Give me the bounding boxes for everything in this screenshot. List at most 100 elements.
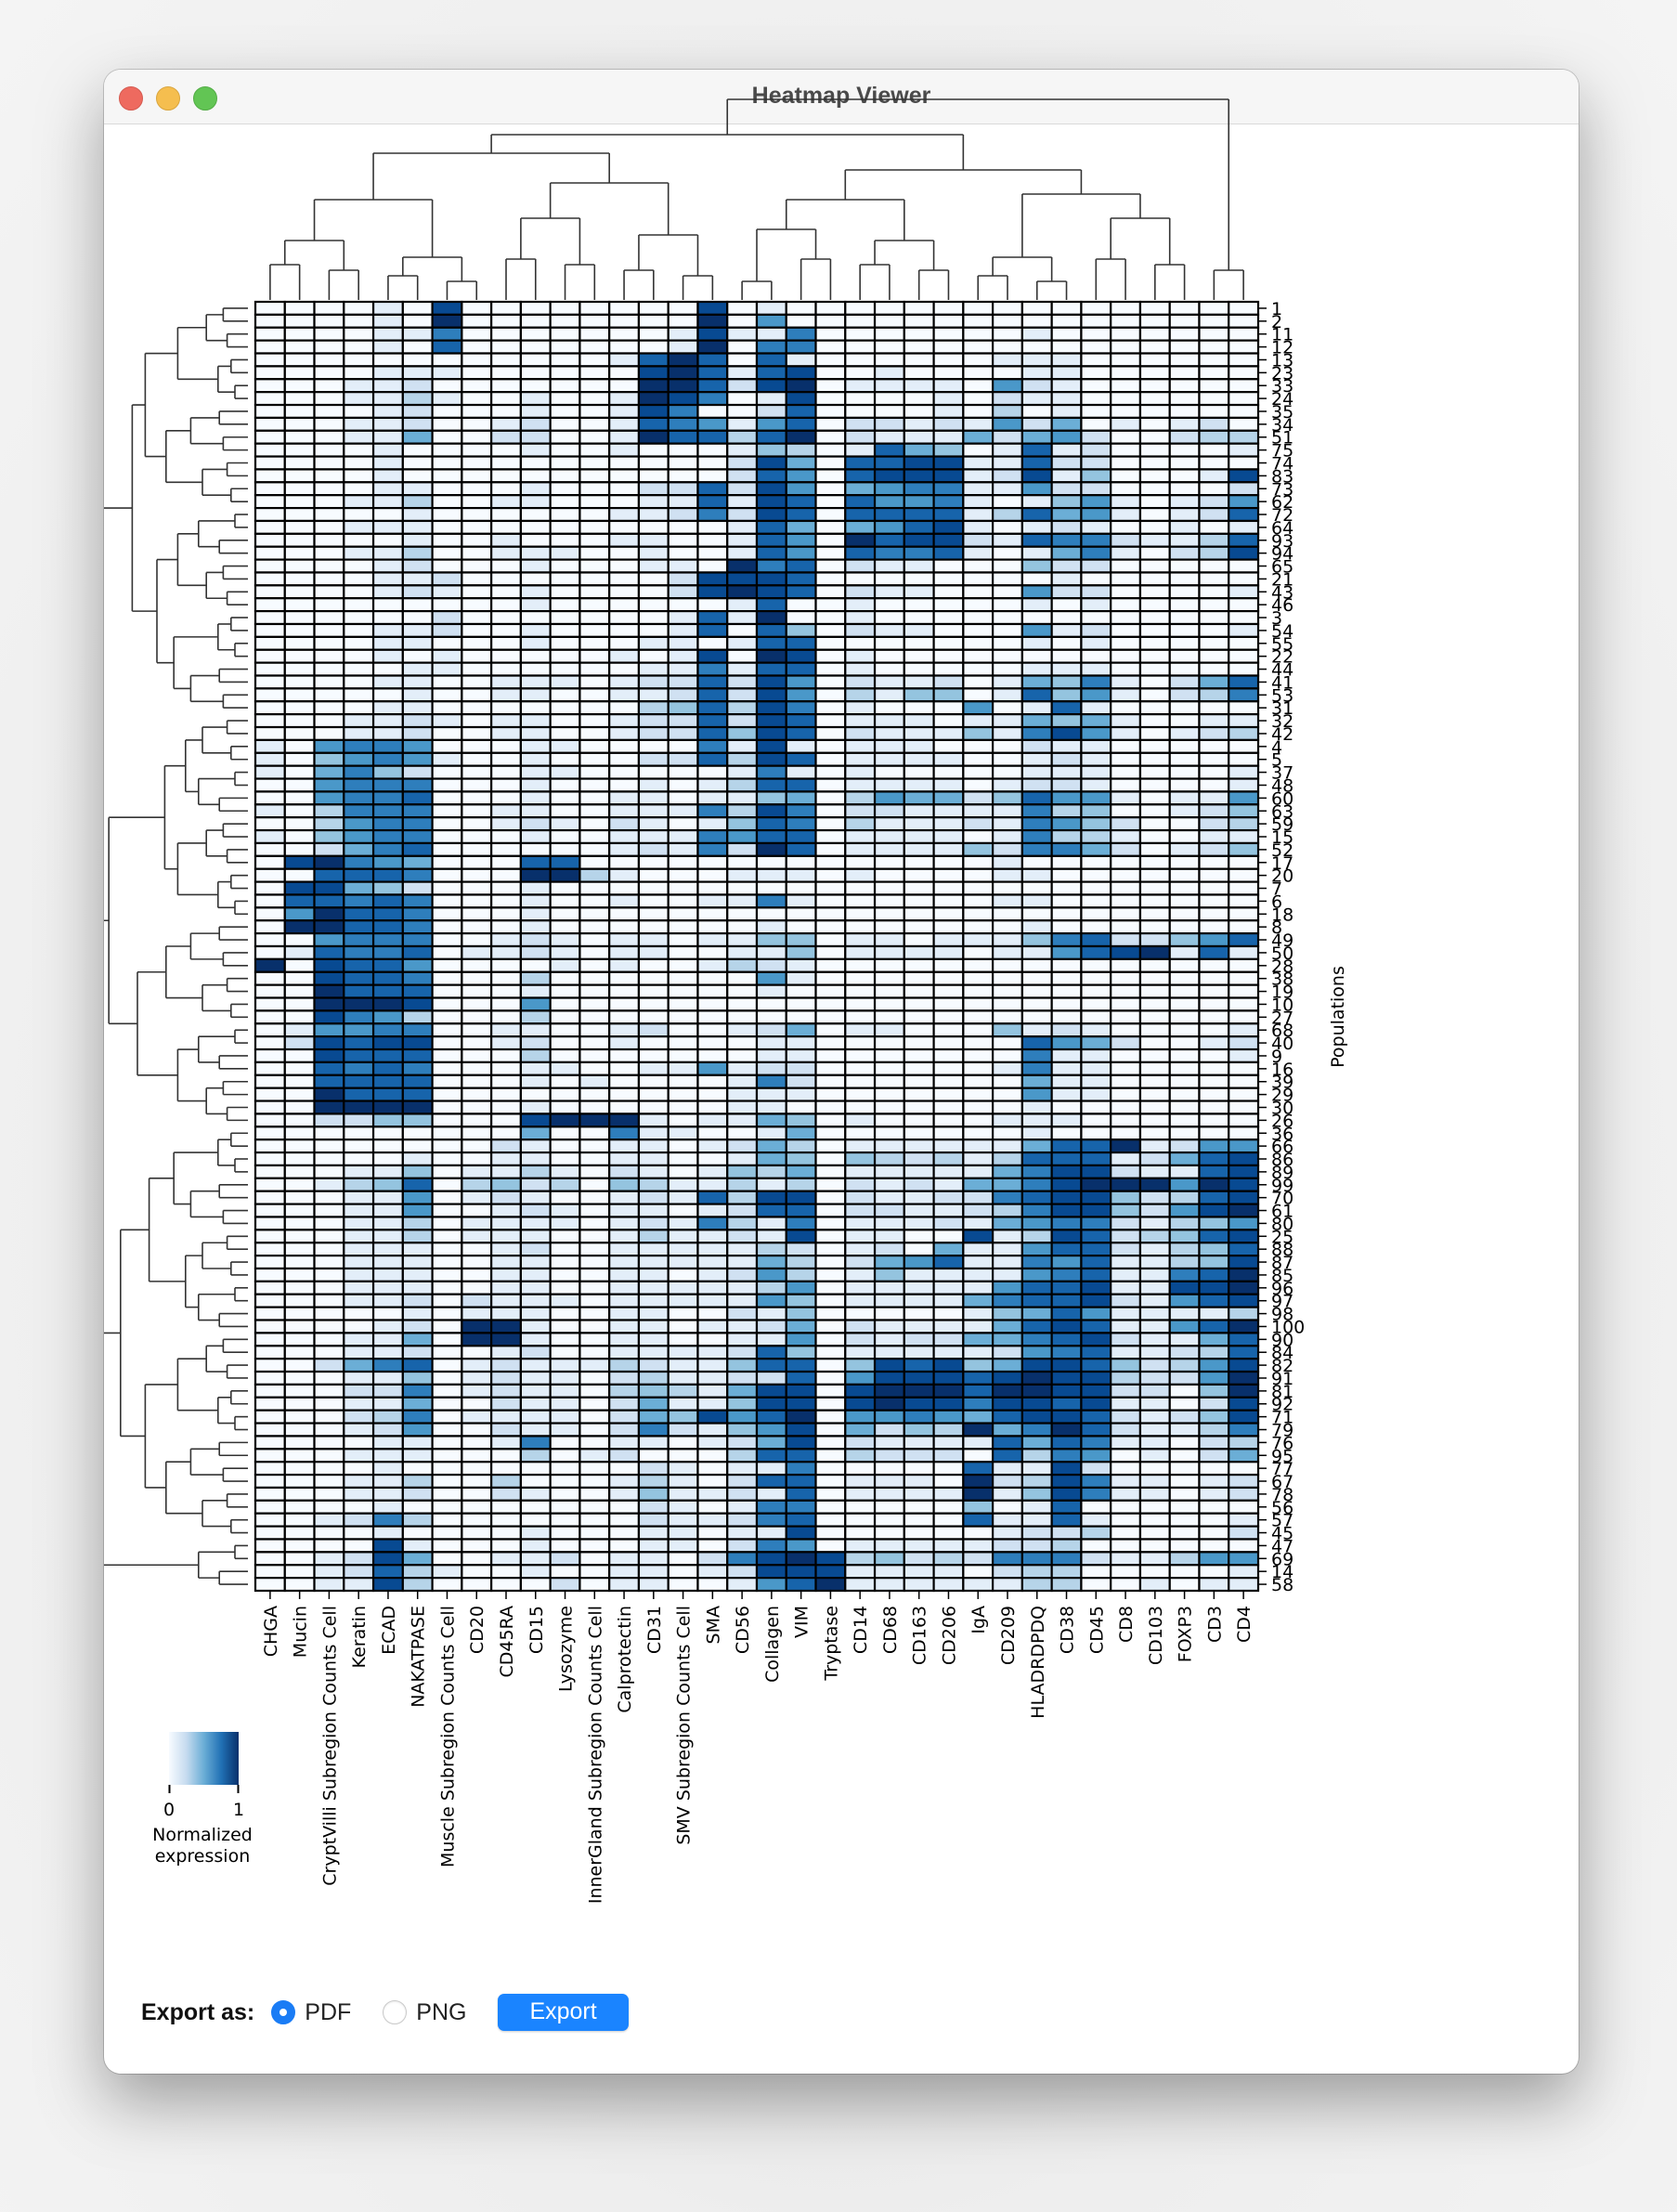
heatmap-cell: [726, 983, 759, 999]
radio-unselected-icon[interactable]: [383, 2000, 408, 2024]
row-label: 95: [1271, 1446, 1294, 1466]
heatmap-cell: [755, 687, 787, 703]
heatmap-cell: [461, 1177, 493, 1192]
heatmap-cell: [1228, 455, 1260, 471]
row-label: 77: [1271, 1459, 1294, 1479]
column-label: Calprotectin: [615, 1606, 635, 1713]
heatmap-cell: [283, 944, 316, 960]
heatmap-cell: [578, 1512, 611, 1528]
heatmap-cell: [992, 790, 1023, 806]
heatmap-cell: [903, 506, 935, 523]
heatmap-cell: [755, 738, 787, 754]
heatmap-cell: [490, 867, 522, 883]
heatmap-cell: [1198, 970, 1230, 986]
row-label: 69: [1271, 1549, 1294, 1569]
radio-png[interactable]: PNG: [383, 1999, 466, 2026]
zoom-button[interactable]: [193, 86, 217, 111]
heatmap-cell: [903, 532, 935, 548]
row-label: 21: [1271, 569, 1294, 590]
heatmap-cell: [549, 1164, 581, 1179]
close-button[interactable]: [119, 86, 143, 111]
heatmap-cell: [1050, 648, 1083, 664]
heatmap-cell: [1020, 635, 1053, 651]
heatmap-cell: [1168, 1113, 1201, 1128]
heatmap-cell: [814, 1422, 847, 1438]
heatmap-cell: [401, 1448, 434, 1464]
heatmap-cell: [903, 481, 935, 497]
heatmap-cell: [490, 442, 522, 458]
heatmap-cell: [254, 1538, 286, 1554]
heatmap-cell: [343, 1306, 375, 1321]
heatmap-cell: [696, 841, 729, 857]
heatmap-cell: [1080, 622, 1112, 638]
heatmap-cell: [962, 635, 994, 651]
heatmap-cell: [755, 494, 787, 510]
heatmap-cell: [490, 674, 522, 690]
heatmap-cell: [371, 1461, 404, 1477]
heatmap-cell: [726, 1358, 759, 1373]
radio-pdf[interactable]: PDF: [271, 1999, 351, 2026]
heatmap-cell: [962, 944, 994, 960]
heatmap-cell: [667, 1293, 699, 1308]
minimize-button[interactable]: [156, 86, 180, 111]
heatmap-cell: [726, 1551, 759, 1567]
heatmap-cell: [962, 970, 994, 986]
row-label: 81: [1271, 1382, 1294, 1402]
heatmap-cell: [755, 996, 787, 1012]
heatmap-cell: [519, 352, 552, 368]
heatmap-cell: [1080, 610, 1112, 626]
heatmap-cell: [549, 906, 581, 922]
heatmap-cell: [992, 816, 1023, 832]
heatmap-cell: [873, 610, 905, 626]
row-label: 86: [1271, 1150, 1294, 1170]
heatmap-cell: [1138, 1473, 1171, 1490]
heatmap-cell: [519, 1345, 552, 1360]
heatmap-cell: [461, 996, 493, 1012]
heatmap-cell: [785, 545, 817, 561]
heatmap-cell: [637, 1396, 670, 1412]
heatmap-cell: [637, 854, 670, 870]
heatmap-cell: [637, 1435, 670, 1451]
heatmap-cell: [313, 1525, 345, 1541]
heatmap-cell: [962, 352, 994, 368]
heatmap-cell: [254, 1345, 286, 1360]
heatmap-cell: [726, 378, 759, 394]
heatmap-cell: [755, 519, 787, 535]
heatmap-cell: [696, 1409, 729, 1425]
radio-selected-icon[interactable]: [271, 2000, 296, 2024]
heatmap-cell: [932, 1203, 965, 1218]
row-label: 71: [1271, 1408, 1294, 1428]
heatmap-cell: [1168, 442, 1201, 458]
heatmap-cell: [490, 970, 522, 986]
heatmap-cell: [1110, 1577, 1142, 1593]
heatmap-cell: [903, 725, 935, 742]
heatmap-cell: [608, 532, 641, 548]
heatmap-cell: [903, 1577, 935, 1593]
heatmap-cell: [254, 1383, 286, 1399]
heatmap-cell: [283, 906, 316, 922]
heatmap-cell: [785, 1564, 817, 1580]
export-button[interactable]: Export: [498, 1994, 629, 2031]
heatmap-cell: [519, 1293, 552, 1308]
heatmap-cell: [431, 378, 463, 394]
heatmap-cell: [873, 777, 905, 793]
heatmap-cell: [992, 1229, 1023, 1244]
heatmap-cell: [726, 571, 759, 587]
heatmap-cell: [667, 1422, 699, 1438]
heatmap-cell: [903, 1126, 935, 1141]
heatmap-cell: [844, 919, 877, 935]
heatmap-cell: [932, 1370, 965, 1386]
heatmap-cell: [490, 713, 522, 729]
heatmap-cell: [1110, 1280, 1142, 1295]
heatmap-cell: [667, 957, 699, 973]
app-window: Heatmap Viewer 1 2 11 12 13 23 33 24 35 34 51 75 74 8…: [104, 70, 1579, 2074]
heatmap-cell: [1080, 300, 1112, 316]
heatmap-cell: [254, 893, 286, 909]
heatmap-cell: [844, 1448, 877, 1464]
heatmap-cell: [755, 1126, 787, 1141]
heatmap-cell: [313, 1473, 345, 1490]
heatmap-cell: [371, 1203, 404, 1218]
heatmap-cell: [461, 1113, 493, 1128]
heatmap-cell: [401, 313, 434, 329]
heatmap-cell: [343, 403, 375, 420]
